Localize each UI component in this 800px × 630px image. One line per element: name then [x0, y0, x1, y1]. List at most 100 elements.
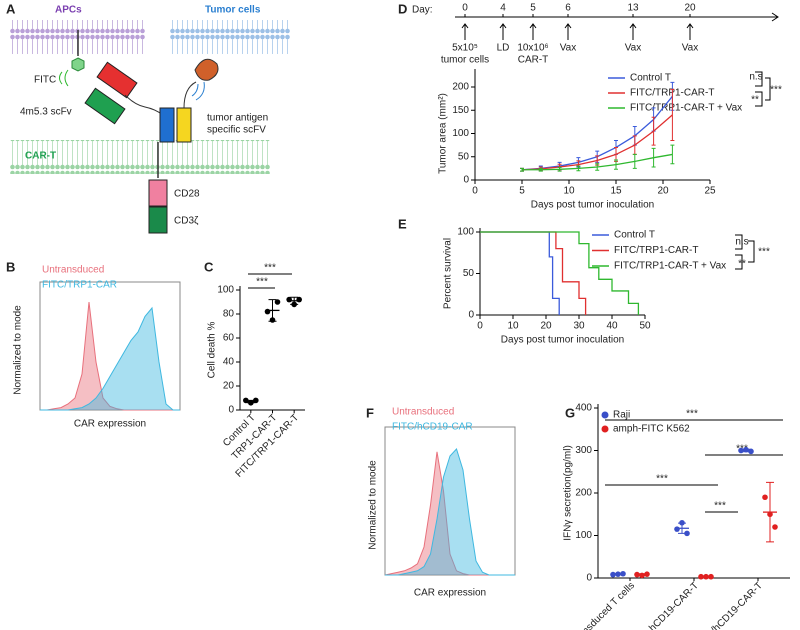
data-point [634, 571, 640, 578]
data-point [269, 317, 276, 323]
signal [191, 81, 205, 101]
data-point [286, 296, 292, 303]
y-tick-label: 100 [575, 530, 592, 541]
y-tick-label: 100 [217, 285, 234, 296]
timeline-day: 0 [462, 3, 468, 14]
error-bar [520, 167, 524, 172]
significance-bracket [748, 240, 755, 263]
error-bar [557, 166, 562, 172]
error-bar [614, 159, 618, 170]
timeline-arrow [629, 23, 637, 40]
x-axis-title: Days post tumor inoculation [501, 335, 624, 346]
error-bar [651, 116, 656, 146]
fitc-icon [71, 57, 85, 72]
significance-label: *** [656, 474, 668, 485]
timeline-event: CAR-T [518, 55, 549, 66]
y-tick-label: 300 [575, 445, 592, 456]
domain [176, 107, 192, 143]
cart-membrane [10, 140, 270, 174]
timeline-event: 10x10⁶ [517, 43, 548, 54]
plot-frame [384, 426, 516, 576]
data-point [743, 446, 749, 453]
significance-bracket [735, 254, 743, 270]
domain [96, 61, 138, 99]
y-tick-label: 100 [452, 128, 469, 139]
data-point [639, 572, 645, 579]
timeline-axis [455, 12, 779, 22]
timeline-event: Vax [682, 43, 699, 54]
error-bar [595, 163, 600, 171]
data-point [243, 397, 249, 404]
domain [84, 87, 126, 125]
legend-swatch [601, 425, 609, 433]
y-tick-label: 100 [457, 227, 474, 238]
legend-label: FITC/TRP1-CAR-T + Vax [630, 103, 742, 114]
significance-label: n.s [749, 72, 762, 83]
density-area [40, 306, 180, 411]
timeline-day: 4 [500, 3, 506, 14]
x-tick-label: 5 [519, 186, 525, 197]
x-tick-label: 40 [606, 321, 618, 332]
error-bar [670, 144, 675, 165]
timeline-event: LD [497, 43, 510, 54]
error-bar [632, 153, 637, 169]
significance-label: *** [686, 409, 698, 420]
timeline-day: 5 [530, 3, 536, 14]
series-line [480, 231, 640, 315]
legend-label: Untransduced [42, 265, 104, 276]
timeline-arrow [499, 23, 507, 40]
y-tick-label: 80 [223, 309, 235, 320]
x-tick-label: 30 [573, 321, 585, 332]
cd28-domain [148, 179, 168, 207]
category-label: Untransduced T cells [563, 580, 637, 630]
y-tick-label: 60 [223, 333, 235, 344]
significance-bracket [735, 234, 743, 250]
panel-label: B [6, 259, 15, 274]
data-point [615, 571, 621, 577]
timeline-event: 5x10⁵ [452, 43, 478, 54]
timeline-arrow [686, 23, 694, 40]
series-line [480, 231, 587, 315]
significance-label: *** [264, 263, 276, 274]
tumor-membrane [170, 20, 290, 54]
data-point [684, 530, 690, 537]
data-point [620, 570, 626, 577]
timeline-event: tumor cells [441, 55, 489, 66]
y-tick-label: 400 [575, 403, 592, 414]
x-tick-label: 10 [507, 321, 519, 332]
legend-label: FITC/TRP1-CAR [42, 280, 117, 291]
axis [474, 69, 710, 181]
y-axis-title: Cell death % [207, 322, 218, 379]
timeline-day: 20 [684, 3, 696, 14]
y-tick-label: 40 [223, 357, 235, 368]
density-area [385, 448, 515, 576]
data-point [610, 571, 616, 578]
panel-label: A [6, 1, 16, 16]
significance-label: ** [751, 95, 759, 106]
y-tick-label: 50 [458, 151, 470, 162]
label: specific scFV [207, 125, 266, 136]
x-tick-label: 0 [477, 321, 483, 332]
label: tumor antigen [207, 113, 268, 124]
label: Tumor cells [205, 5, 261, 16]
y-tick-label: 200 [452, 82, 469, 93]
timeline-label: Day: [412, 5, 433, 16]
significance-label: *** [758, 247, 770, 258]
y-axis-title: Normalized to mode [368, 460, 379, 550]
data-point [248, 400, 254, 406]
significance-label: *** [714, 501, 726, 512]
data-point [296, 296, 302, 303]
x-tick-label: 50 [639, 321, 651, 332]
data-point [698, 573, 704, 580]
panel-label: F [366, 405, 374, 420]
significance-label: n.s [735, 237, 748, 248]
data-point [644, 571, 650, 577]
x-axis-title: Days post tumor inoculation [531, 200, 654, 211]
y-tick-label: 50 [463, 268, 475, 279]
legend-swatch [601, 411, 609, 419]
plot-frame [39, 281, 181, 411]
data-point [738, 447, 744, 454]
data-point [767, 511, 773, 518]
timeline-arrow [564, 23, 572, 40]
